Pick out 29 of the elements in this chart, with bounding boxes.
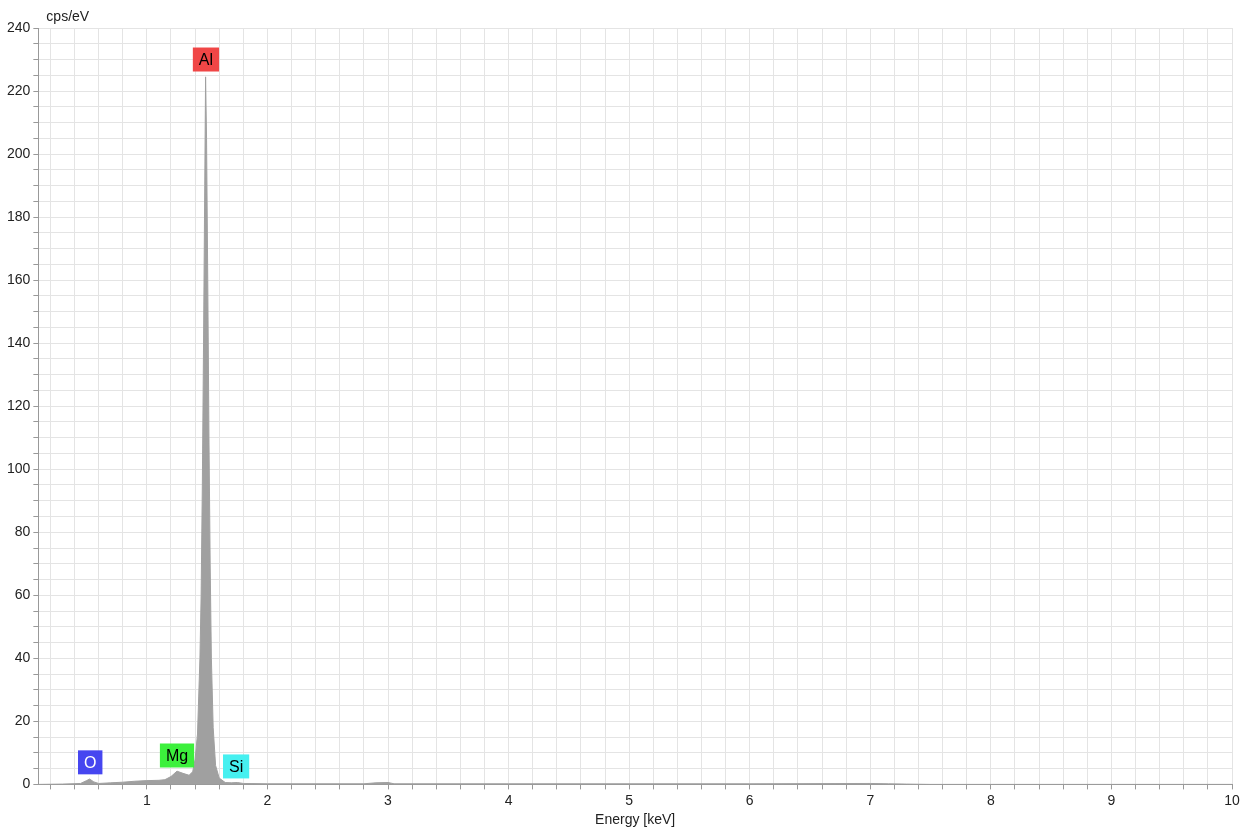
x-tick-label: 5 xyxy=(625,791,634,808)
x-tick-label: 6 xyxy=(745,791,754,808)
annotation: Al xyxy=(198,50,214,68)
annotation: Mg xyxy=(165,746,189,764)
x-axis-title: Energy [keV] xyxy=(595,811,676,828)
y-tick-label: 40 xyxy=(14,649,31,666)
y-tick-label: 160 xyxy=(7,270,31,287)
x-tick-label: 9 xyxy=(1107,791,1116,808)
x-tick-label: 1 xyxy=(142,791,151,808)
y-axis-title: cps/eV xyxy=(46,7,90,24)
x-tick-label: 7 xyxy=(866,791,875,808)
y-tick-label: 80 xyxy=(14,523,31,540)
y-tick-label: 100 xyxy=(7,460,31,477)
y-tick-label: 0 xyxy=(22,775,31,792)
x-tick-label: 4 xyxy=(504,791,513,808)
y-tick-label: 220 xyxy=(7,81,31,98)
y-tick-label: 120 xyxy=(7,397,31,414)
x-tick-label: 2 xyxy=(263,791,272,808)
annotation: O xyxy=(83,753,97,771)
y-tick-label: 60 xyxy=(14,586,31,603)
x-tick-label: 10 xyxy=(1224,791,1240,808)
annotation: Si xyxy=(228,757,244,775)
x-tick-label: 8 xyxy=(986,791,995,808)
y-tick-label: 20 xyxy=(14,712,31,729)
x-tick-label: 3 xyxy=(384,791,393,808)
y-tick-label: 240 xyxy=(7,18,31,35)
y-tick-label: 200 xyxy=(7,144,31,161)
y-tick-label: 180 xyxy=(7,207,31,224)
y-tick-label: 140 xyxy=(7,334,31,351)
